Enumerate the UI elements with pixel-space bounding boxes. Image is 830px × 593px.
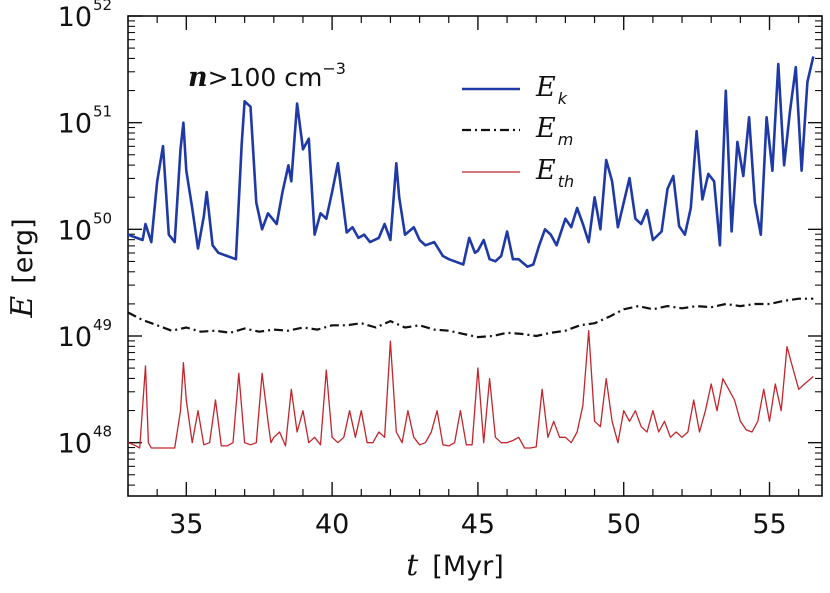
x-tick-label: 50 [607,509,641,540]
x-axis-unit: [Myr] [432,551,503,582]
series-layer [127,56,815,449]
plot-frame [127,15,823,497]
annotation-exponent: −3 [322,59,346,78]
x-axis-symbol: t [406,548,419,583]
x-axis-label: t [Myr] [406,548,504,583]
y-tick-label: 10 [58,322,92,353]
x-tick-label: 40 [315,509,349,540]
x-tick-label: 35 [169,509,203,540]
density-annotation-text: n>100 cm−3 [188,59,346,93]
y-tick-label: 10 [58,215,92,246]
annotation-symbol: n [188,62,208,93]
series-line-e-th [127,330,814,449]
annotation-relation: >100 cm [208,63,323,92]
density-annotation: n>100 cm−3 [188,59,346,93]
y-axis-unit: [erg] [8,218,39,283]
series-line-e-m [127,297,814,339]
y-tick-exponent: 49 [93,316,112,334]
y-tick-label: 10 [58,109,92,140]
y-axis-label: E [erg] [5,218,40,318]
y-tick-label: 10 [58,2,92,33]
svg-text:E[erg]: E [erg] [5,218,40,318]
series-line-e-k [127,56,815,269]
y-tick-exponent: 51 [93,103,112,121]
y-tick-label: 10 [58,429,92,460]
y-axis-symbol: E [5,296,40,319]
y-tick-exponent: 50 [93,209,112,227]
y-tick-exponent: 52 [93,0,112,14]
y-tick-exponent: 48 [93,423,112,441]
x-tick-label: 55 [752,509,786,540]
svg-text:t[Myr]: t [Myr] [406,548,504,583]
x-tick-label: 45 [461,509,495,540]
